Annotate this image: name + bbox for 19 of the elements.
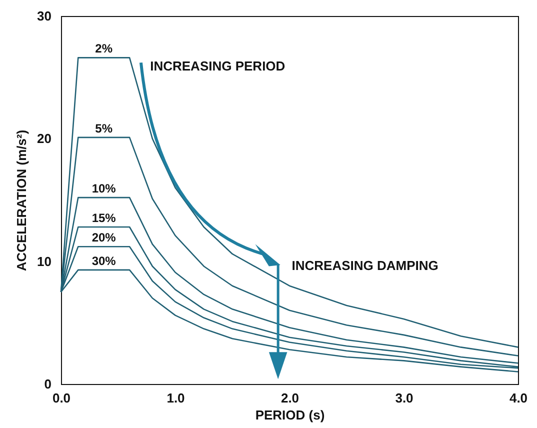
x-tick-label: 2.0	[280, 390, 300, 406]
series-label: 20%	[92, 230, 116, 245]
series-label: 30%	[92, 254, 116, 268]
series-label: 15%	[92, 210, 116, 225]
y-tick-label: 0	[44, 376, 52, 392]
annotation: INCREASING DAMPING	[292, 258, 438, 274]
y-tick-label: 10	[37, 254, 52, 269]
y-tick-label: 20	[37, 131, 52, 146]
x-tick-label: 0.0	[52, 390, 71, 406]
x-tick-label: 1.0	[166, 390, 185, 406]
y-axis-title: ACCELERATION (m/s²)	[14, 130, 30, 272]
series-label: 2%	[95, 42, 113, 56]
x-tick-label: 3.0	[395, 390, 414, 406]
annotation: INCREASING PERIOD	[150, 58, 286, 74]
series-label: 10%	[92, 182, 116, 196]
y-tick-label: 30	[37, 8, 52, 24]
x-tick-label: 4.0	[509, 390, 528, 406]
series-label: 5%	[95, 121, 113, 136]
x-axis-title: PERIOD (s)	[255, 408, 325, 422]
